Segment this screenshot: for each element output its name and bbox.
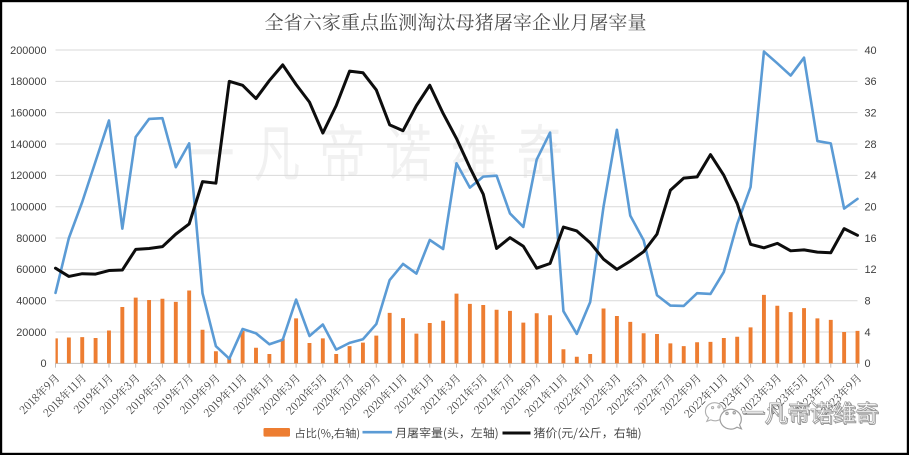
svg-text:8: 8 bbox=[865, 295, 871, 307]
svg-text:0: 0 bbox=[40, 358, 46, 370]
svg-text:100000: 100000 bbox=[10, 201, 46, 213]
svg-text:4: 4 bbox=[865, 327, 871, 339]
svg-text:32: 32 bbox=[865, 107, 877, 119]
svg-text:0: 0 bbox=[865, 358, 871, 370]
svg-text:20000: 20000 bbox=[16, 327, 46, 339]
svg-text:80000: 80000 bbox=[16, 233, 46, 245]
svg-text:40: 40 bbox=[865, 45, 877, 57]
svg-text:20: 20 bbox=[865, 201, 877, 213]
svg-text:200000: 200000 bbox=[10, 45, 46, 57]
svg-text:28: 28 bbox=[865, 139, 877, 151]
svg-text:140000: 140000 bbox=[10, 139, 46, 151]
svg-text:160000: 160000 bbox=[10, 107, 46, 119]
svg-text:40000: 40000 bbox=[16, 295, 46, 307]
svg-text:120000: 120000 bbox=[10, 170, 46, 182]
svg-text:60000: 60000 bbox=[16, 264, 46, 276]
svg-text:180000: 180000 bbox=[10, 76, 46, 88]
svg-text:16: 16 bbox=[865, 233, 877, 245]
svg-text:24: 24 bbox=[865, 170, 877, 182]
svg-text:12: 12 bbox=[865, 264, 877, 276]
svg-text:36: 36 bbox=[865, 76, 877, 88]
